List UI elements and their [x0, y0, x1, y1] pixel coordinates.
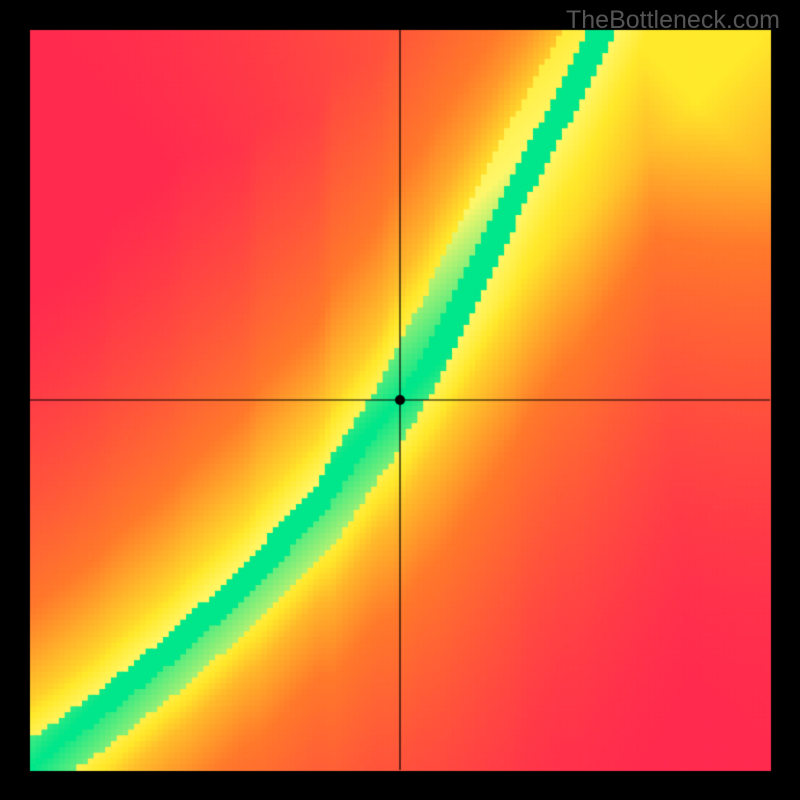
watermark-text: TheBottleneck.com [566, 6, 780, 35]
bottleneck-heatmap [0, 0, 800, 800]
chart-container: TheBottleneck.com [0, 0, 800, 800]
